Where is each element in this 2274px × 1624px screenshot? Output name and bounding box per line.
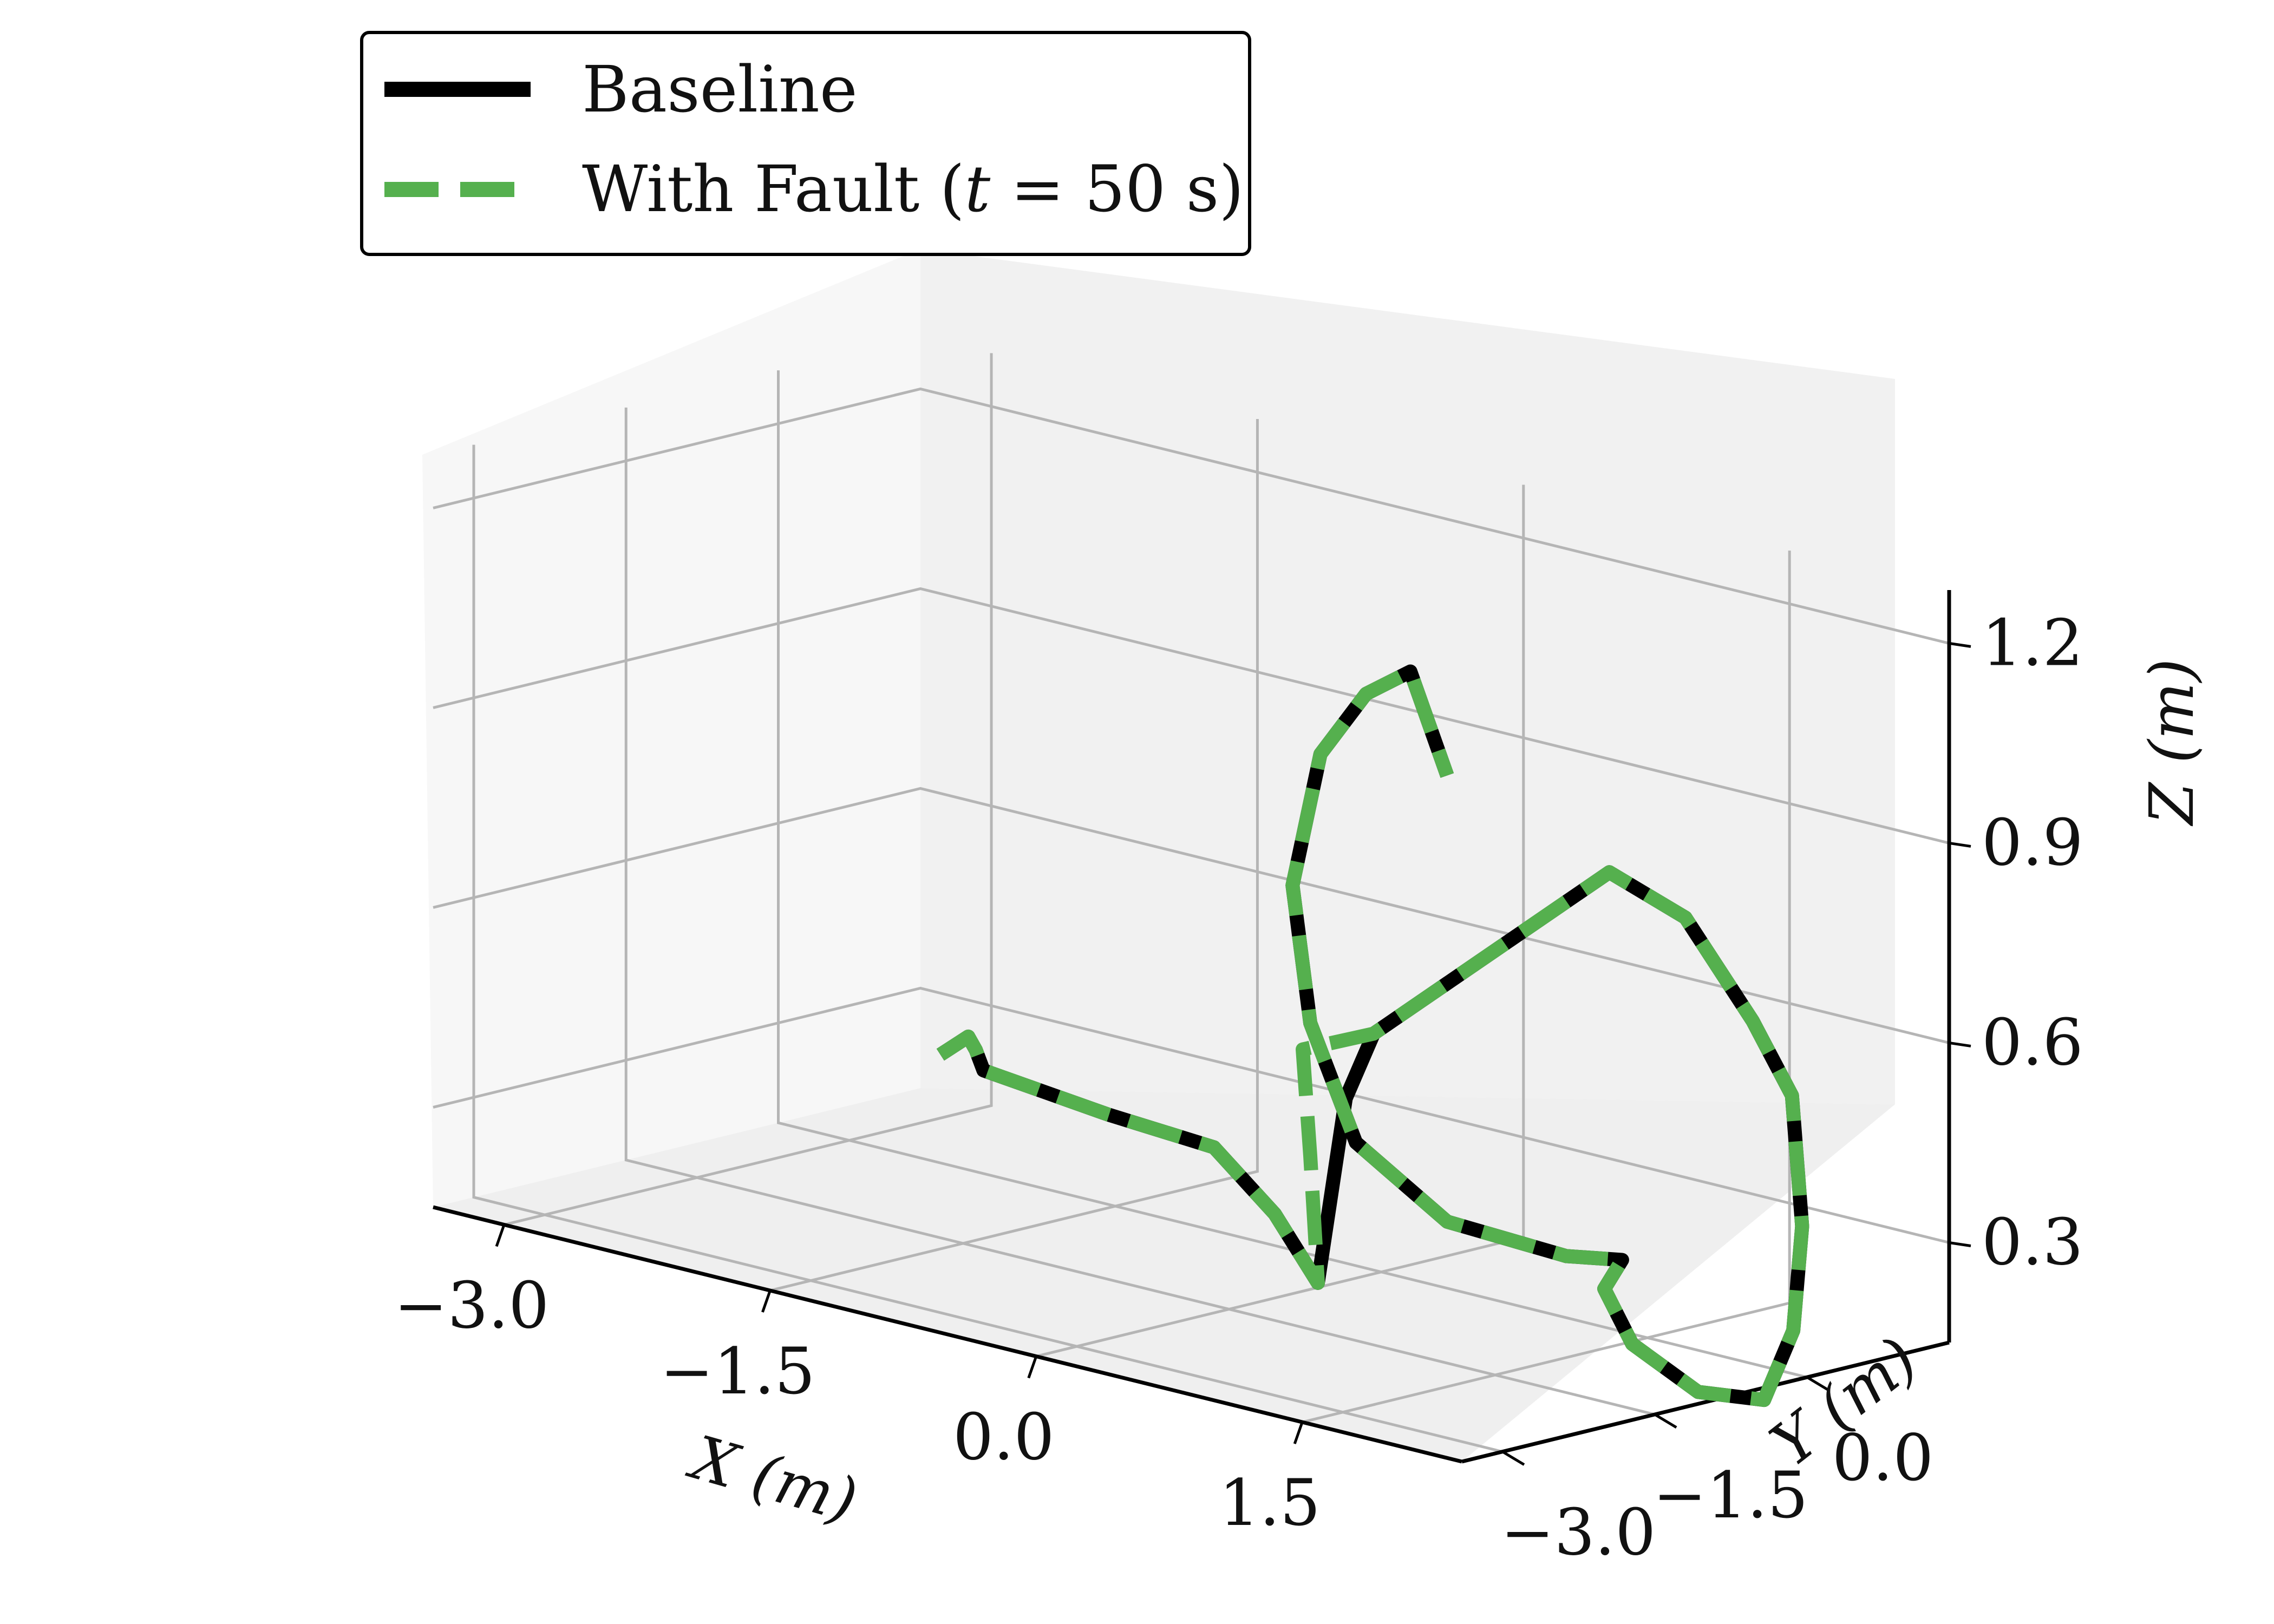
z-tick-label: 0.3 [1982, 1204, 2083, 1279]
z-tick [1949, 641, 1971, 648]
series-fault-line [936, 664, 1809, 1407]
x-gridline [504, 353, 993, 1226]
trajectory-series [936, 664, 1809, 1407]
x-tick [1293, 1422, 1304, 1444]
legend-fault-prefix: With Fault ( [582, 152, 965, 226]
legend-fault-var: t [965, 152, 991, 226]
legend-box [360, 31, 1251, 256]
z-tick-label: 0.9 [1982, 805, 2083, 880]
legend-fault-val: 50 [1084, 152, 1166, 226]
y-tick [1654, 1413, 1677, 1429]
x-tick-label: −1.5 [660, 1334, 815, 1409]
z-gridline [433, 787, 1950, 1044]
x-tick [1027, 1355, 1038, 1379]
z-tick-label: 1.2 [1982, 605, 2083, 680]
legend-baseline-label: Baseline [582, 52, 858, 127]
x-tick [495, 1224, 506, 1247]
x-axis-label: X (m) [680, 1422, 864, 1536]
legend-fault-unit: s [1166, 152, 1219, 226]
x-axis-line [433, 1205, 1462, 1464]
x-gridline [769, 418, 1259, 1292]
y-axis-line [1461, 1340, 1950, 1464]
x-tick-label: 0.0 [953, 1400, 1055, 1475]
y-tick [1806, 1376, 1829, 1392]
y-gridline [624, 407, 1655, 1416]
z-axis-label: Z (m) [2137, 658, 2207, 826]
y-tick-label: −3.0 [1501, 1495, 1656, 1570]
z-tick [1949, 1241, 1971, 1247]
legend: Baseline With Fault (t = 50 s) [360, 31, 1251, 256]
series-baseline-line [936, 664, 1809, 1407]
y-tick-label: −1.5 [1653, 1458, 1808, 1533]
y-gridline [472, 444, 1503, 1453]
y-tick [1501, 1450, 1525, 1466]
x-tick-label: 1.5 [1219, 1465, 1321, 1540]
tick-labels: −3.0−1.50.01.5 −3.0−1.5 0.00.30.60.91.2 [394, 605, 2083, 1569]
x-tick [761, 1290, 772, 1313]
z-tick-label: 0.6 [1982, 1005, 2083, 1079]
legend-fault-label: With Fault (t = 50 s) [582, 152, 1244, 226]
axes [433, 590, 1971, 1466]
y-tick-label: 0.0 [1832, 1420, 1934, 1495]
z-axis-label-text: Z (m) [2137, 658, 2207, 826]
legend-fault-suffix: ) [1219, 152, 1244, 226]
y-gridline [777, 370, 1808, 1379]
z-gridline [433, 986, 1950, 1244]
z-tick [1949, 841, 1971, 848]
floor-pane [433, 1088, 1895, 1462]
legend-fault-eq: = [990, 152, 1084, 226]
z-gridline [433, 387, 1950, 645]
z-gridline [433, 587, 1950, 844]
x-tick-label: −3.0 [394, 1268, 550, 1343]
x-axis-label-text: X (m) [680, 1422, 864, 1536]
left-pane [422, 249, 920, 1207]
z-tick [1949, 1041, 1971, 1047]
